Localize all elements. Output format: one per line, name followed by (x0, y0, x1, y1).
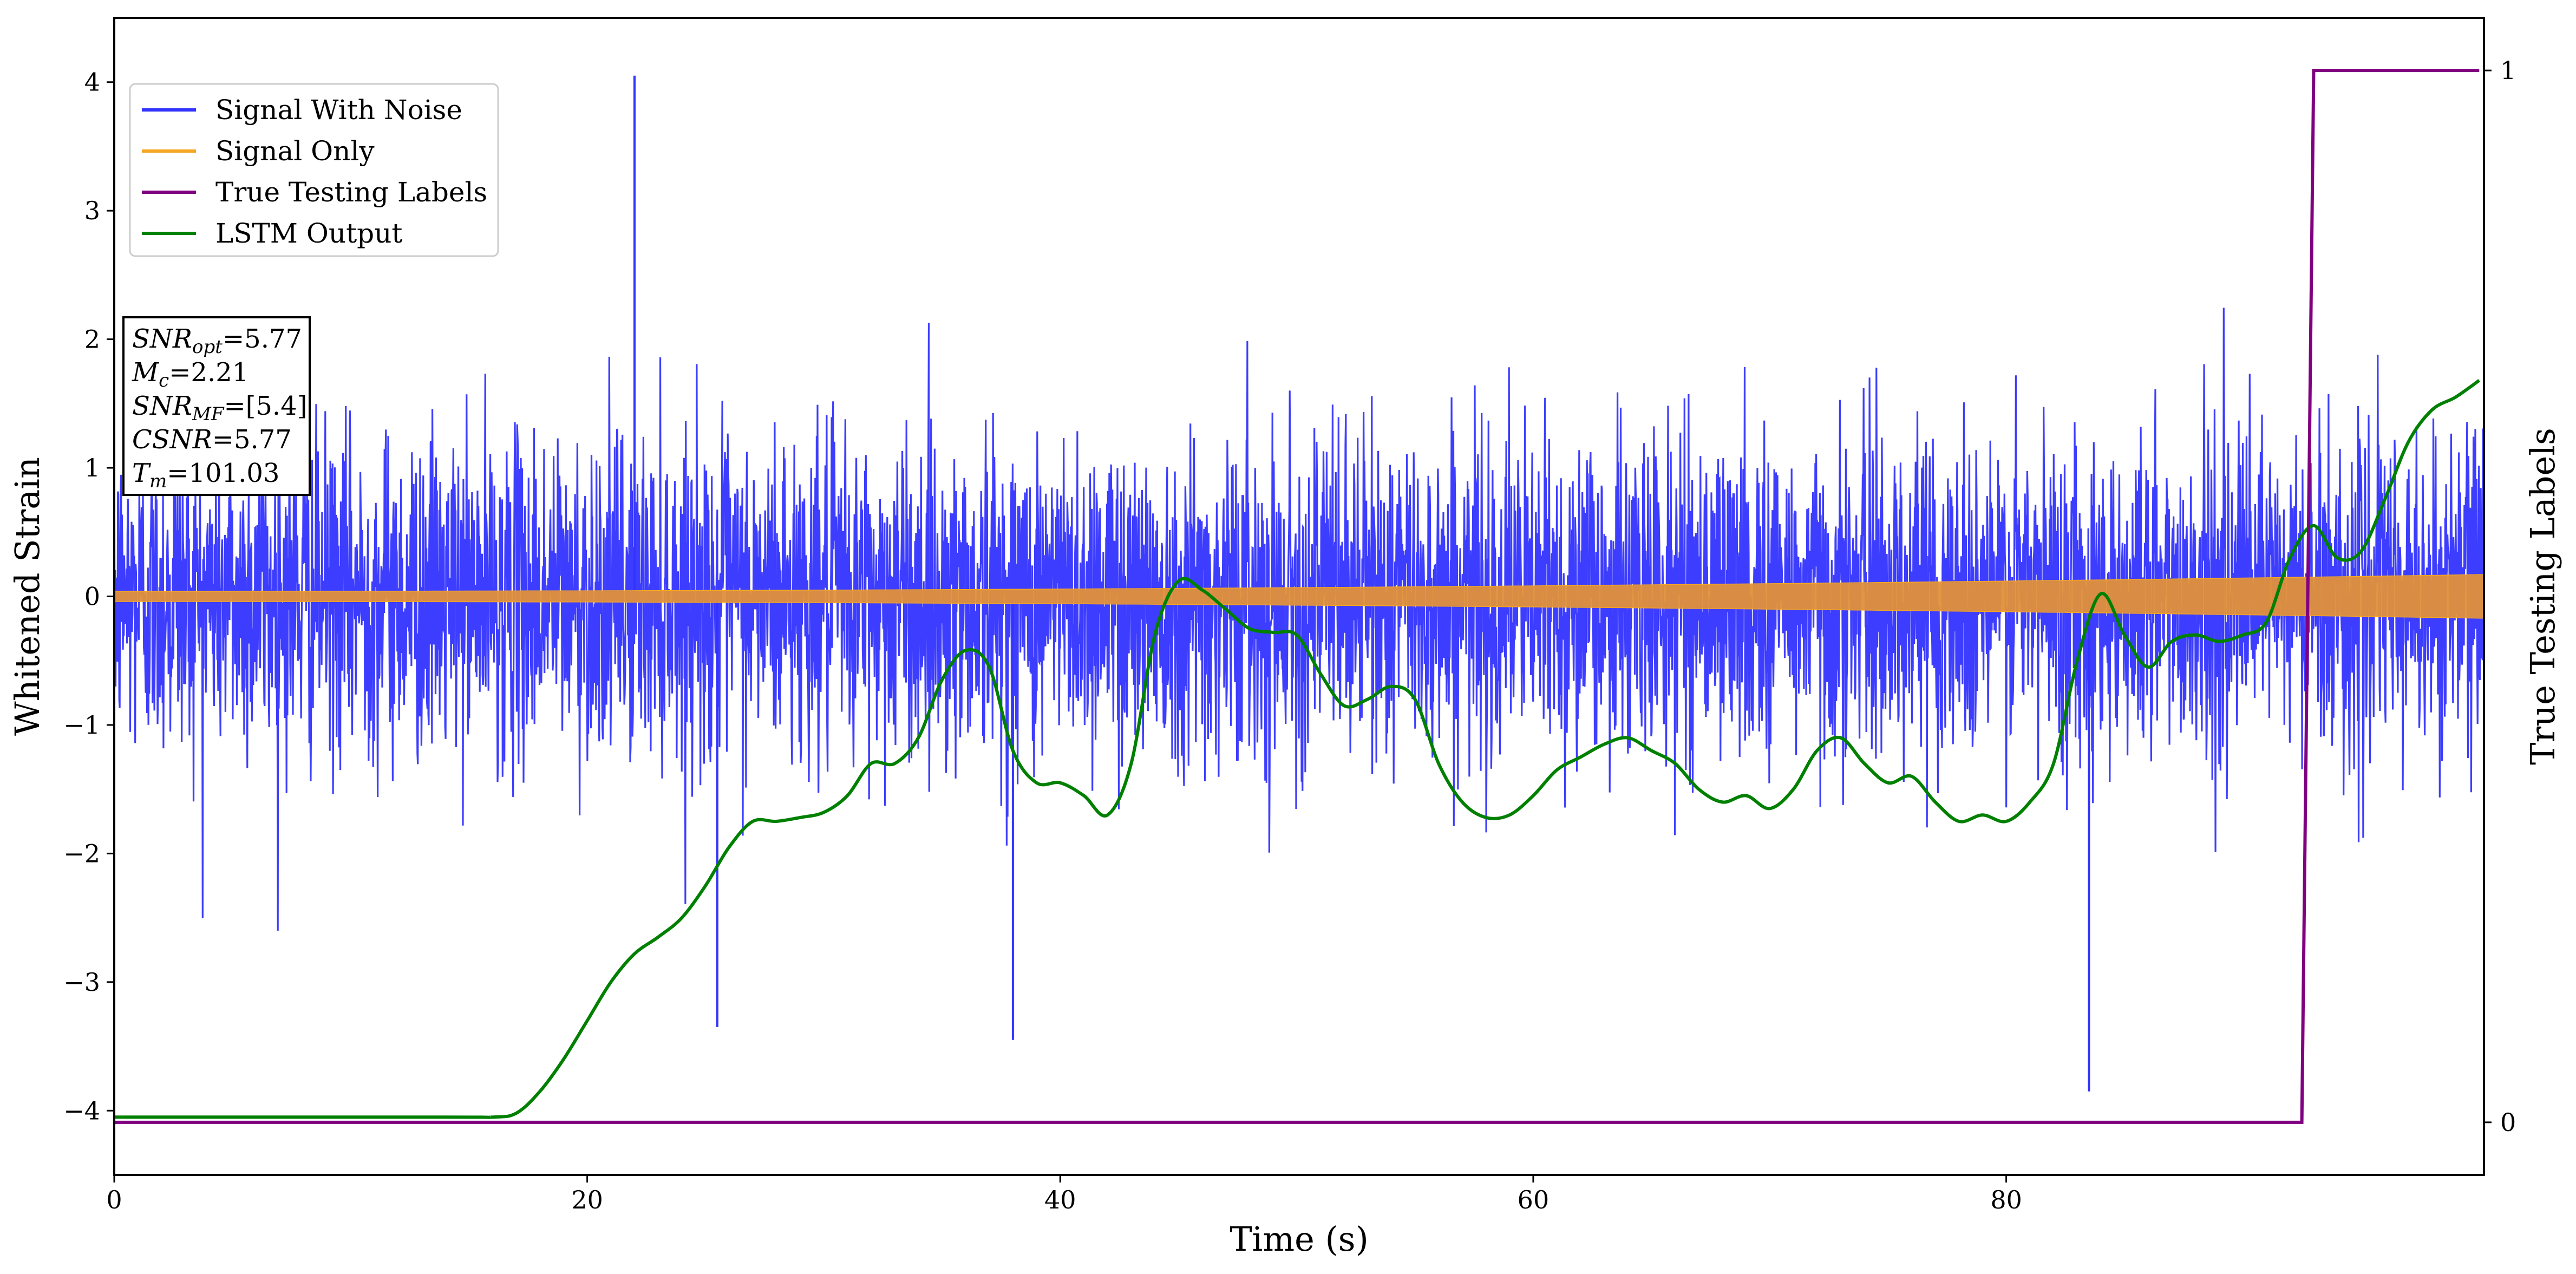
legend-label: True Testing Labels (215, 177, 487, 208)
y2-tick-label: 1 (2500, 56, 2516, 85)
noise-series-line (113, 308, 2485, 931)
y-tick-label: 1 (84, 453, 100, 482)
info-box: SNRopt=5.77Mc=2.21SNRMF=[5.4]CSNR=5.77Tm… (122, 316, 311, 496)
y-tick-label: 0 (84, 582, 100, 611)
x-tick-label: 60 (1518, 1185, 1549, 1214)
legend-entry: Signal Only (142, 135, 375, 167)
y-tick-label: −3 (63, 968, 100, 997)
lstm-output-series (114, 379, 2481, 1119)
info-line-csnr: CSNR=5.77 (132, 424, 292, 455)
y-tick-label: 3 (84, 196, 100, 225)
info-line-tm: Tm=101.03 (132, 458, 279, 492)
legend: Signal With Noise Signal Only True Testing… (129, 83, 499, 257)
lstm-output-line (114, 379, 2481, 1119)
legend-label: Signal With Noise (215, 94, 462, 126)
legend-label: LSTM Output (215, 218, 402, 249)
y-axis-right: 01 (2484, 56, 2516, 1137)
true-labels-line (114, 69, 2480, 1124)
legend-entry: LSTM Output (142, 218, 402, 249)
legend-frame (129, 83, 499, 257)
legend-label: Signal Only (215, 135, 375, 167)
x-tick-label: 20 (571, 1185, 603, 1214)
noise-series (113, 75, 2485, 1092)
y-tick-label: 2 (84, 325, 100, 354)
x-tick-label: 40 (1044, 1185, 1076, 1214)
y-axis-left: −4 −3 −2 −1 0 1 2 3 4 (63, 68, 114, 1125)
y-tick-label: −2 (63, 839, 100, 868)
x-tick-label: 80 (1990, 1185, 2022, 1214)
info-box-frame (122, 316, 311, 496)
info-line-mc: Mc=2.21 (132, 357, 249, 391)
y-axis-label: Whitened Strain (8, 457, 47, 736)
legend-entry: True Testing Labels (142, 177, 487, 208)
legend-entry: Signal With Noise (142, 94, 462, 126)
info-line-snr-mf: SNRMF=[5.4] (132, 391, 307, 425)
y2-axis-label: True Testing Labels (2523, 428, 2562, 765)
x-axis-label: Time (s) (1230, 1219, 1369, 1259)
x-tick-label: 0 (106, 1185, 122, 1214)
x-axis: 0 20 40 60 80 (106, 1175, 2022, 1214)
y2-tick-label: 0 (2500, 1108, 2516, 1137)
y-tick-label: −4 (63, 1096, 100, 1125)
y-tick-label: 4 (84, 68, 100, 97)
noise-series-spikes (633, 75, 2090, 1092)
info-line-snr-opt: SNRopt=5.77 (132, 324, 302, 358)
y-tick-label: −1 (63, 710, 100, 740)
true-labels-series (114, 69, 2480, 1124)
